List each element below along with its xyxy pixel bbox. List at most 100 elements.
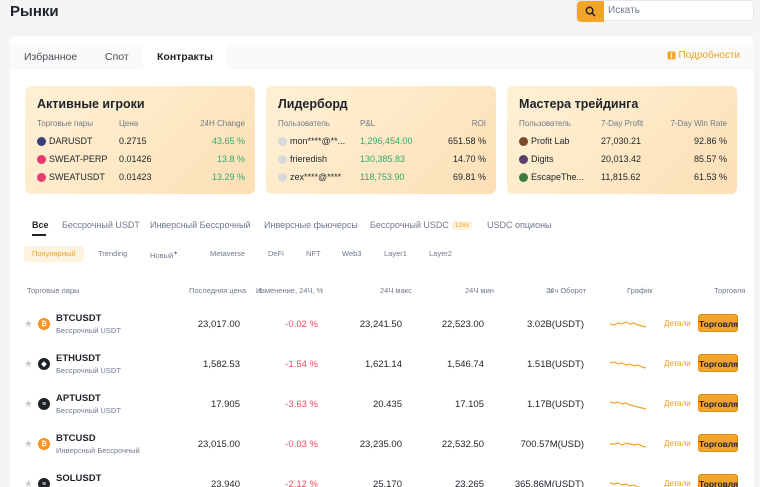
low-24h: 1,546.74 [447, 359, 484, 370]
tab-usdc-options[interactable]: USDC опционы [487, 220, 552, 230]
list-item[interactable]: EscapeThe... 11,815.62 61.53 % [519, 172, 727, 186]
trade-button[interactable]: Торговля [698, 434, 738, 452]
details-link[interactable]: Подробности [666, 50, 740, 61]
chip-new[interactable]: Новый✦ [150, 251, 179, 260]
leaderboard-card: Лидерборд Пользователь P&L ROI mon****@*… [266, 86, 496, 194]
leverage-badge: 128x [451, 221, 472, 230]
contract-type: Бессрочный USDT [56, 406, 121, 415]
turnover-24h: 3.02B(USDT) [526, 319, 584, 330]
list-item[interactable]: Profit Lab 27,030.21 92.86 % [519, 136, 727, 150]
col-header-change[interactable]: Изменение, 24Ч, % ⇅ [256, 286, 324, 295]
sparkline-chart [610, 401, 646, 410]
high-24h: 20.435 [372, 399, 402, 410]
col-header: ROI [471, 119, 486, 128]
list-item[interactable]: zex****@**** 118,753.90 69.81 % [278, 172, 486, 186]
chip-trending[interactable]: Trending [98, 249, 128, 258]
high-24h: 23,241.50 [359, 319, 402, 330]
chip-layer1[interactable]: Layer1 [384, 249, 407, 258]
col-header-low[interactable]: 24Ч мин [465, 286, 494, 295]
details-button[interactable]: Детали [664, 319, 691, 328]
favorite-star-icon[interactable]: ★ [24, 439, 33, 450]
chip-defi[interactable]: DeFi [268, 249, 284, 258]
chip-popular[interactable]: Популярный [24, 246, 84, 262]
search-input[interactable] [608, 1, 748, 20]
tab-contracts[interactable]: Контракты [143, 44, 227, 70]
pair-symbol[interactable]: SOLUSDT [56, 473, 102, 484]
avatar [278, 137, 287, 147]
col-header-last[interactable]: Последняя цена [189, 286, 247, 295]
list-item[interactable]: Digits 20,013.42 85.57 % [519, 154, 727, 168]
tab-usdt-perpetual[interactable]: Бессрочный USDT [62, 220, 140, 230]
avatar [519, 155, 528, 165]
list-item[interactable]: frieredish 130,385.83 14.70 % [278, 154, 486, 168]
new-star-icon: ✦ [173, 251, 179, 257]
trade-button[interactable]: Торговля [698, 394, 738, 412]
low-24h: 23.265 [454, 479, 484, 487]
last-price: 23,015.00 [197, 439, 240, 450]
last-price: 23.940 [210, 479, 240, 487]
details-link-label: Подробности [678, 50, 740, 61]
page-title: Рынки [10, 3, 59, 20]
col-header-pair[interactable]: Торговые пары [27, 286, 80, 295]
list-item[interactable]: SWEATUSDT 0.01423 13.29 % [37, 172, 245, 186]
table-row[interactable]: ★ ₿ BTCUSDT Бессрочный USDT 23,017.00 -0.02 %… [10, 306, 754, 346]
turnover-24h: 365.86M(USDT) [514, 479, 584, 487]
contract-type: Бессрочный USDT [56, 326, 121, 335]
coin-icon: ₿ [38, 318, 50, 330]
contract-type: Бессрочный USDT [56, 366, 121, 375]
col-header: P&L [360, 119, 376, 128]
list-item[interactable]: SWEAT-PERP 0.01426 13.8 % [37, 154, 245, 168]
info-icon [666, 51, 676, 60]
coin-icon [37, 155, 46, 165]
pair-symbol[interactable]: APTUSDT [56, 393, 101, 404]
favorite-star-icon[interactable]: ★ [24, 479, 33, 487]
details-button[interactable]: Детали [664, 399, 691, 408]
details-button[interactable]: Детали [664, 439, 691, 448]
favorite-star-icon[interactable]: ★ [24, 399, 33, 410]
contract-type-tabs: Все Бессрочный USDT Инверсный Бессрочный… [32, 220, 752, 236]
chip-web3[interactable]: Web3 [342, 249, 362, 258]
search-button[interactable] [577, 1, 604, 22]
col-header: Пользователь [278, 119, 330, 128]
col-header-high[interactable]: 24Ч макс [380, 286, 412, 295]
chip-nft[interactable]: NFT [306, 249, 321, 258]
last-price: 1,582.53 [203, 359, 240, 370]
list-item[interactable]: DARUSDT 0.2715 43.65 % [37, 136, 245, 150]
details-button[interactable]: Детали [664, 359, 691, 368]
favorite-star-icon[interactable]: ★ [24, 359, 33, 370]
low-24h: 22,532.50 [441, 439, 484, 450]
avatar [519, 173, 528, 183]
trade-button[interactable]: Торговля [698, 314, 738, 332]
card-title: Мастера трейдинга [519, 97, 639, 111]
avatar [278, 155, 287, 165]
tab-favorites[interactable]: Избранное [24, 51, 78, 63]
pair-symbol[interactable]: BTCUSDT [56, 313, 102, 324]
coin-icon [37, 137, 46, 147]
table-row[interactable]: ★ ≡ APTUSDT Бессрочный USDT 17.905 -3.63 % 20.… [10, 386, 754, 426]
change-24h: -2.12 % [285, 479, 318, 487]
col-header: 7-Day Win Rate [670, 119, 727, 128]
trade-button[interactable]: Торговля [698, 474, 738, 487]
tab-spot[interactable]: Спот [105, 51, 129, 63]
search-box[interactable] [576, 0, 754, 22]
tab-all[interactable]: Все [32, 220, 49, 230]
sparkline-chart [610, 361, 646, 369]
list-item[interactable]: mon****@**... 1,296,454.00 651.58 % [278, 136, 486, 150]
pair-symbol[interactable]: BTCUSD [56, 433, 96, 444]
low-24h: 22,523.00 [441, 319, 484, 330]
table-row[interactable]: ★ ₿ BTCUSD Инверсный Бессрочный 23,015.00 -0.… [10, 426, 754, 466]
tab-usdc-perpetual[interactable]: Бессрочный USDC 128x [370, 220, 472, 230]
details-button[interactable]: Детали [664, 479, 691, 487]
tab-inverse-perpetual[interactable]: Инверсный Бессрочный [150, 220, 251, 230]
trade-button[interactable]: Торговля [698, 354, 738, 372]
pair-symbol[interactable]: ETHUSDT [56, 353, 101, 364]
favorite-star-icon[interactable]: ★ [24, 319, 33, 330]
tab-inverse-futures[interactable]: Инверсные фьючерсы [264, 220, 358, 230]
col-header: Торговые пары [37, 119, 94, 128]
active-players-card: Активные игроки Торговые пары Цена 24H C… [25, 86, 255, 194]
table-row[interactable]: ★ ◆ ETHUSDT Бессрочный USDT 1,582.53 -1.54 % 1… [10, 346, 754, 386]
chip-metaverse[interactable]: Metaverse [210, 249, 246, 258]
chip-layer2[interactable]: Layer2 [429, 249, 452, 258]
col-header-turnover[interactable]: 24ч Оборот ⇅ [546, 286, 587, 295]
